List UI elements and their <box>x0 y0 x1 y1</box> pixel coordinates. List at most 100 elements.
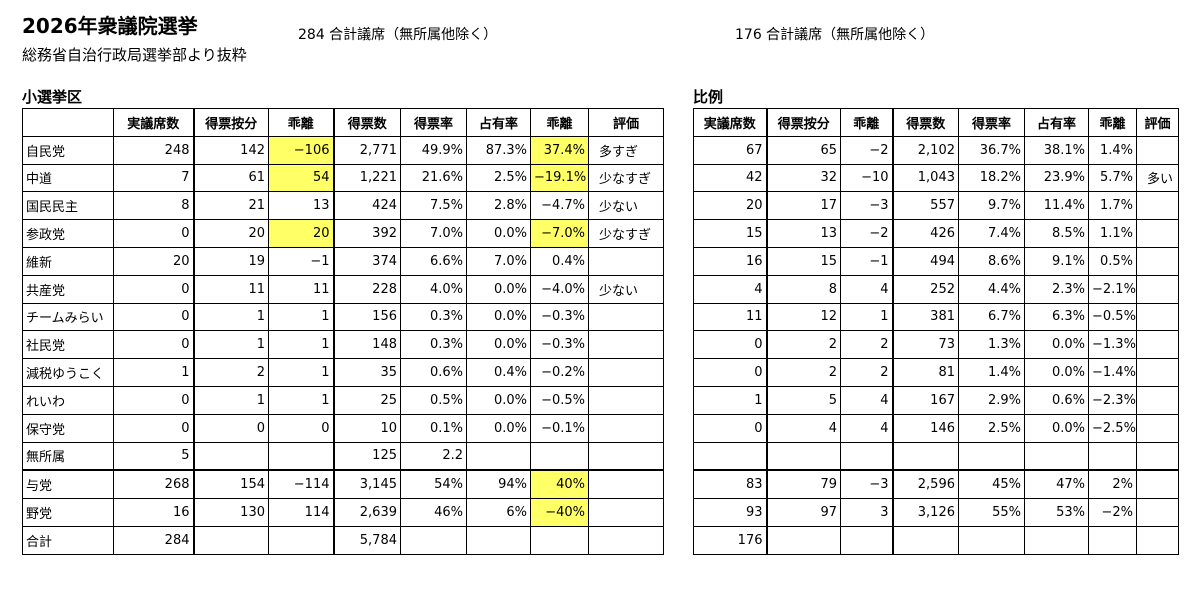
cell: 55% <box>958 498 1025 527</box>
header-cell: 占有率 <box>1024 108 1089 137</box>
cell: 2.3% <box>1024 274 1089 304</box>
header-cell: 実議席数 <box>113 108 194 137</box>
row: 中道 7 61 54 1,221 21.6% 2.5% −19.1% 少なすぎ <box>22 163 664 193</box>
cell <box>1136 330 1179 360</box>
header-cell: 得票数 <box>333 108 401 137</box>
cell: 46% <box>400 498 467 527</box>
cell: −4.0% <box>530 274 589 304</box>
cell <box>892 441 959 471</box>
cell: 2,771 <box>333 135 401 165</box>
cell: −1.4% <box>1088 358 1137 387</box>
cell: 2 <box>192 358 269 387</box>
cell <box>958 525 1025 555</box>
header-cell <box>22 108 114 137</box>
cell: 35 <box>333 358 401 387</box>
header-cell: 占有率 <box>466 108 531 137</box>
cell: 15 <box>693 219 767 248</box>
cell <box>268 441 335 471</box>
title: 2026年衆議院選挙 <box>22 14 198 38</box>
row-label: 国民民主 <box>22 191 114 221</box>
cell <box>588 358 664 387</box>
cell: 2.5% <box>958 413 1025 443</box>
row: 合計 284 5,784 <box>22 525 664 555</box>
cell: 8.5% <box>1024 219 1089 248</box>
cell <box>192 441 269 471</box>
cell <box>1136 525 1179 555</box>
row: チームみらい 0 1 1 156 0.3% 0.0% −0.3% <box>22 302 664 332</box>
cell: 557 <box>892 191 959 221</box>
cell: 20 <box>693 191 767 221</box>
cell: 1,221 <box>333 163 401 193</box>
row-label: 共産党 <box>22 274 114 304</box>
cell: 54% <box>400 469 467 500</box>
cell <box>466 441 531 471</box>
cell: 0.0% <box>1024 358 1089 387</box>
cell: 13 <box>268 191 335 221</box>
row: 野党 16 130 114 2,639 46% 6% −40% <box>22 498 664 527</box>
cell: 94% <box>466 469 531 500</box>
cell: −7.0% <box>530 219 589 248</box>
cell: 4 <box>840 274 894 304</box>
cell: 0 <box>693 330 767 360</box>
cell <box>588 525 664 555</box>
cell: 4.0% <box>400 274 467 304</box>
cell <box>892 525 959 555</box>
subtitle: 総務省自治行政局選挙部より抜粋 <box>22 46 247 64</box>
cell <box>1136 385 1179 415</box>
cell: 11 <box>693 302 767 332</box>
row: 国民民主 8 21 13 424 7.5% 2.8% −4.7% 少ない <box>22 191 664 221</box>
cell <box>958 441 1025 471</box>
cell: 1 <box>840 302 894 332</box>
cell <box>530 441 589 471</box>
cell: 36.7% <box>958 135 1025 165</box>
cell <box>1136 469 1179 500</box>
cell: 1 <box>268 385 335 415</box>
cell <box>268 525 335 555</box>
cell: 6.6% <box>400 246 467 276</box>
cell: 176 <box>693 525 767 555</box>
cell: 23.9% <box>1024 163 1089 193</box>
row-label: 社民党 <box>22 330 114 360</box>
cell: 2 <box>765 358 841 387</box>
cell: 374 <box>333 246 401 276</box>
row: 83 79 −3 2,596 45% 47% 2% <box>693 469 1179 500</box>
cell: −2 <box>840 135 894 165</box>
cell: 多い <box>1136 163 1179 193</box>
cell: 1 <box>113 358 194 387</box>
cell: 18.2% <box>958 163 1025 193</box>
row: 共産党 0 11 11 228 4.0% 0.0% −4.0% 少ない <box>22 274 664 304</box>
row: 20 17 −3 557 9.7% 11.4% 1.7% <box>693 191 1179 221</box>
cell <box>1136 358 1179 387</box>
cell: 40% <box>530 469 589 500</box>
cell: 0.6% <box>1024 385 1089 415</box>
cell: 1 <box>192 302 269 332</box>
cell: 1.1% <box>1088 219 1137 248</box>
cell: 0.0% <box>466 302 531 332</box>
cell <box>1088 525 1137 555</box>
row-label: 減税ゆうこく <box>22 358 114 387</box>
cell: 7.4% <box>958 219 1025 248</box>
cell: 3 <box>840 498 894 527</box>
cell: 8 <box>765 274 841 304</box>
section-label: 小選挙区 <box>22 88 83 106</box>
header-cell: 評価 <box>1136 108 1179 137</box>
cell: 2,102 <box>892 135 959 165</box>
cell: 248 <box>113 135 194 165</box>
cell: 17 <box>765 191 841 221</box>
cell: 1 <box>268 358 335 387</box>
header-cell: 乖離 <box>1088 108 1137 137</box>
cell: 3,145 <box>333 469 401 500</box>
cell: 0.0% <box>466 413 531 443</box>
cell: 73 <box>892 330 959 360</box>
cell: 424 <box>333 191 401 221</box>
header-cell: 得票按分 <box>765 108 841 137</box>
section-label: 比例 <box>693 88 724 106</box>
cell: −2 <box>840 219 894 248</box>
cell: 1 <box>268 330 335 360</box>
cell <box>1088 441 1137 471</box>
row: 0 4 4 146 2.5% 0.0% −2.5% <box>693 413 1179 443</box>
cell: 0.5% <box>1088 246 1137 276</box>
cell: 130 <box>192 498 269 527</box>
cell <box>588 246 664 276</box>
cell: −1 <box>840 246 894 276</box>
